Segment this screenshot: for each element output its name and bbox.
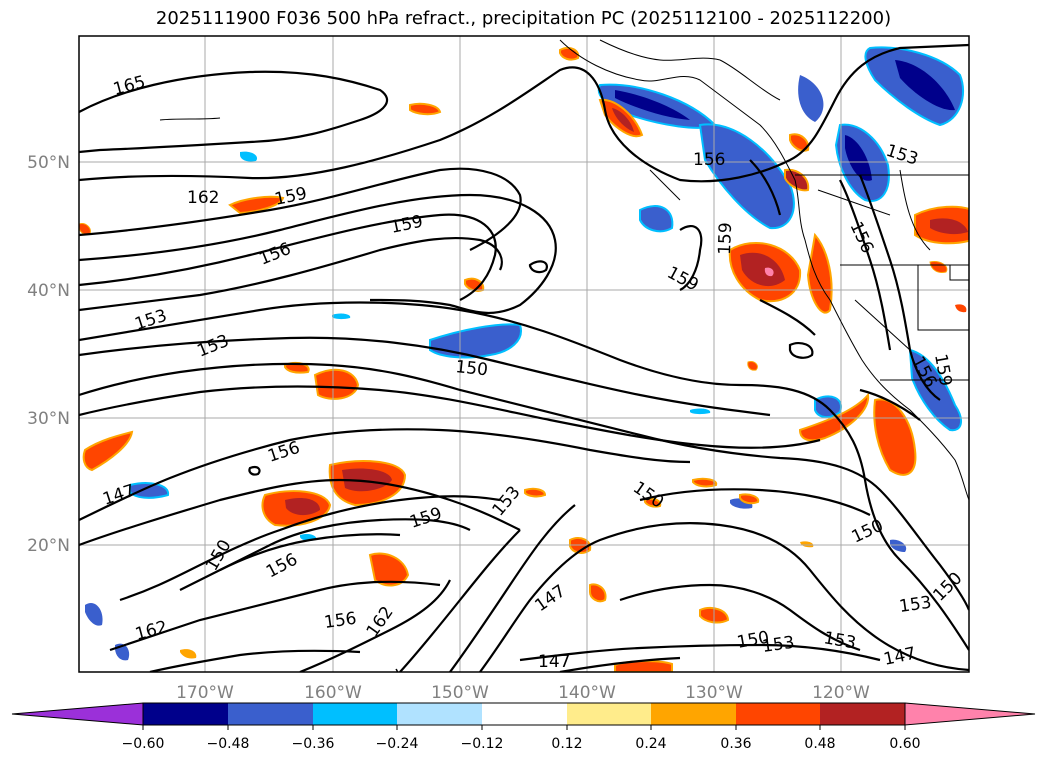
colorbar-segment [228, 703, 313, 725]
lon-label: 140°W [558, 683, 616, 703]
colorbar-segment [482, 703, 567, 725]
colorbar-tick-label: 0.24 [635, 736, 666, 752]
lat-label: 50°N [27, 153, 70, 173]
contour-label: 157 [380, 666, 408, 703]
colorbar-tick-label: 0.12 [551, 736, 582, 752]
lat-label: 20°N [27, 536, 70, 556]
contour-label: 162 [187, 188, 219, 208]
lon-label: 150°W [431, 683, 489, 703]
colorbar-tick-label: 0.48 [804, 736, 835, 752]
contour-label: 153 [898, 593, 933, 617]
colorbar-tick-label: −0.24 [376, 736, 419, 752]
colorbar-tick-label: 0.60 [889, 736, 920, 752]
height-contours [79, 43, 969, 672]
colorbar-tick-label: 0.36 [720, 736, 751, 752]
colorbar-segment [820, 703, 905, 725]
contour-label: 147 [538, 652, 570, 672]
lon-labels: 170°W 160°W 150°W 140°W 130°W 120°W [176, 683, 870, 703]
colorbar-right-extend [904, 702, 1036, 726]
contour-label: 159 [715, 222, 736, 255]
contour-label: 153 [761, 633, 796, 657]
map-panel: 165 162 159 159 156 153 153 150 156 147 … [79, 36, 969, 703]
lat-label: 40°N [27, 281, 70, 301]
colorbar-segment [736, 703, 820, 725]
contour-label: 156 [693, 150, 725, 170]
colorbar-segment [313, 703, 397, 725]
lon-label: 160°W [304, 683, 362, 703]
colorbar-tick-label: −0.48 [207, 736, 250, 752]
map-frame [78, 35, 970, 673]
colorbar-segment [567, 703, 651, 725]
colorbar: −0.60 −0.48 −0.36 −0.24 −0.12 0.12 0.24 … [11, 702, 1036, 752]
contour-label: 150 [454, 357, 488, 380]
colorbar-tick-label: −0.36 [292, 736, 335, 752]
colorbar-segment [397, 703, 482, 725]
precip-shading [79, 46, 969, 672]
map-title: 2025111900 F036 500 hPa refract., precip… [155, 8, 892, 29]
colorbar-segment [651, 703, 736, 725]
lat-label: 30°N [27, 409, 70, 429]
colorbar-tick-label: −0.60 [122, 736, 165, 752]
lon-label: 130°W [685, 683, 743, 703]
colorbar-tick-label: −0.12 [461, 736, 504, 752]
map-gridlines [79, 36, 969, 672]
colorbar-left-extend [11, 702, 144, 726]
lon-label: 120°W [812, 683, 870, 703]
contour-label: 156 [323, 609, 358, 633]
colorbar-segment [143, 703, 228, 725]
lat-labels: 50°N 40°N 30°N 20°N [27, 153, 70, 556]
lon-label: 170°W [176, 683, 234, 703]
